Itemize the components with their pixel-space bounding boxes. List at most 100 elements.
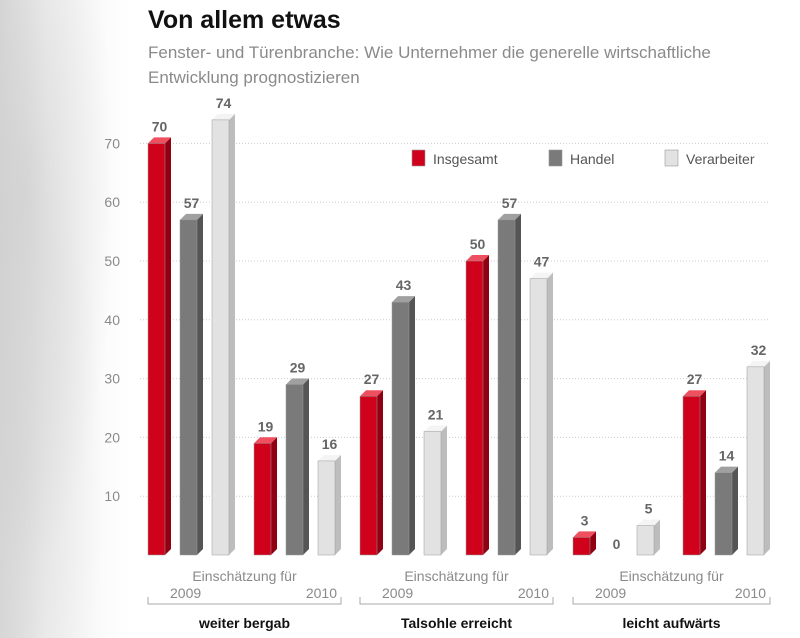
bar-side [654, 519, 660, 555]
bar-top [498, 213, 521, 220]
bar-top [424, 425, 447, 432]
bar-top [747, 360, 770, 367]
bar [465, 260, 484, 556]
y-tick-label: 30 [104, 371, 120, 387]
period-label: 2010 [735, 585, 766, 601]
y-tick-label: 10 [104, 488, 120, 504]
background-curtain [0, 0, 130, 638]
bar [359, 395, 378, 556]
bar [253, 443, 272, 556]
bar-side [271, 437, 277, 555]
group-name: weiter bergab [198, 615, 290, 631]
grid-lines [140, 142, 770, 497]
group-caption: Einschätzung für [192, 568, 297, 584]
bar-value-label: 29 [290, 359, 306, 375]
y-tick-label: 70 [104, 135, 120, 151]
bar-value-label: 27 [364, 371, 380, 387]
bar-side [303, 378, 309, 555]
bar-top [212, 113, 235, 120]
bar [423, 431, 442, 556]
group-bracket [359, 597, 554, 605]
bar-top [180, 213, 203, 220]
bar-top [715, 466, 738, 473]
period-label: 2010 [306, 585, 337, 601]
group-bracket [147, 597, 342, 605]
y-tick-label: 20 [104, 429, 120, 445]
legend-swatch [664, 149, 679, 167]
bar [179, 219, 198, 556]
bar [285, 384, 304, 556]
bar-value-label: 5 [645, 501, 653, 517]
bar-side [483, 255, 489, 555]
bar-top [254, 437, 277, 444]
legend-label: Handel [570, 151, 614, 167]
y-tick-label: 60 [104, 194, 120, 210]
bar-top [637, 519, 660, 526]
bar-side [441, 425, 447, 555]
bar-value-label: 19 [258, 418, 274, 434]
chart-title: Von allem etwas [148, 6, 341, 34]
bar [391, 301, 410, 556]
bar [497, 219, 516, 556]
bar-side [700, 390, 706, 555]
y-tick-label: 40 [104, 312, 120, 328]
bar-side [590, 531, 596, 555]
period-label: 2009 [595, 585, 626, 601]
period-label: 2010 [518, 585, 549, 601]
value-labels: 70 57 74 19 29 16 27 43 21 50 57 47 3 0 5 27 14 32 [152, 95, 767, 552]
bar-value-label: 14 [719, 448, 735, 464]
bar-top [530, 272, 553, 279]
bars [147, 113, 770, 556]
bar [211, 119, 230, 556]
legend-label: Verarbeiter [686, 151, 755, 167]
bar [317, 460, 336, 556]
period-label: 2009 [382, 585, 413, 601]
bar-top [392, 296, 415, 303]
group-caption: Einschätzung für [619, 568, 724, 584]
bar-top [466, 255, 489, 261]
bar-value-label: 27 [687, 371, 703, 387]
bar-value-label: 74 [216, 95, 232, 111]
legend-label: Insgesamt [433, 151, 498, 167]
bar-top [286, 378, 309, 385]
bar-value-label: 21 [428, 407, 444, 423]
y-axis: 10 20 30 40 50 60 70 [104, 135, 120, 504]
bar-top [148, 137, 171, 144]
bar-value-label: 70 [152, 118, 168, 134]
bar-side [732, 466, 738, 555]
bar-side [547, 272, 553, 555]
bar-side [377, 390, 383, 555]
bar [529, 278, 548, 556]
bar [636, 525, 655, 556]
bar-value-label: 3 [581, 512, 589, 528]
group-name: leicht aufwärts [622, 615, 720, 631]
bar-side [197, 213, 203, 555]
bar-top [683, 390, 706, 397]
bar-side [229, 113, 235, 555]
bar-top [360, 390, 383, 397]
legend-swatch [411, 149, 426, 167]
group-name: Talsohle erreicht [401, 615, 512, 631]
bar-top [573, 531, 596, 538]
bar-value-label: 47 [534, 254, 550, 270]
y-tick-label: 50 [104, 253, 120, 269]
bar-value-label: 57 [502, 195, 518, 211]
bar [714, 472, 733, 556]
chart-subtitle: Fenster- und Türenbranche: Wie Unternehm… [148, 43, 711, 87]
bar [682, 395, 701, 556]
legend: Insgesamt Handel Verarbeiter [411, 149, 755, 167]
bar-value-label: 0 [613, 536, 621, 552]
period-label: 2009 [170, 585, 201, 601]
bar-side [165, 137, 171, 555]
bar-value-label: 43 [396, 277, 412, 293]
bar-value-label: 16 [322, 436, 338, 452]
bar-value-label: 57 [184, 195, 200, 211]
bar [746, 366, 765, 556]
bar [572, 537, 591, 556]
bar-side [409, 296, 415, 555]
legend-swatch [548, 149, 563, 167]
bar-value-label: 50 [470, 236, 486, 252]
group-caption: Einschätzung für [404, 568, 509, 584]
